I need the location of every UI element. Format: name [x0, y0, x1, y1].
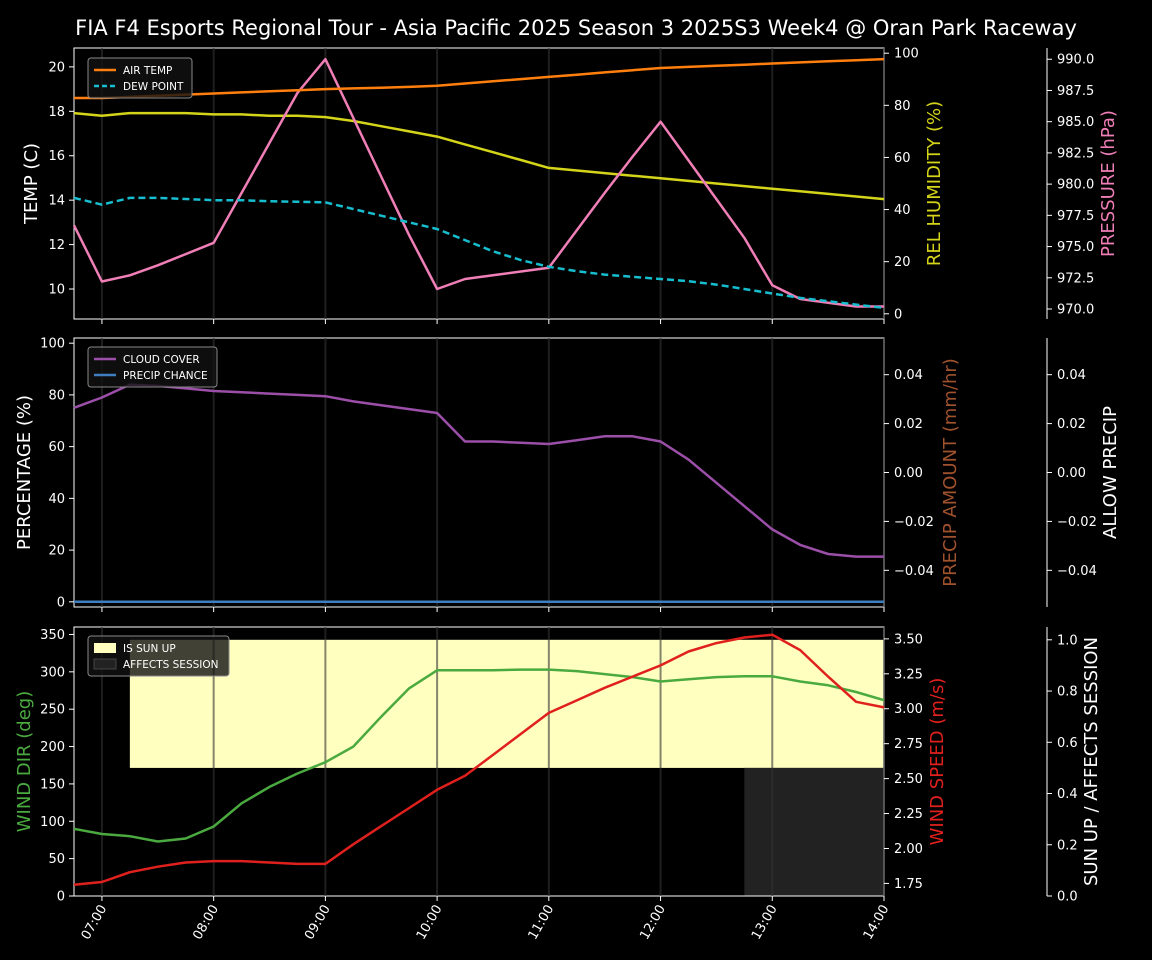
wind-dir-axis-tick-label-3: 150 — [40, 777, 65, 792]
precip-amount-axis-tick-label-1: −0.02 — [894, 515, 934, 530]
humidity-axis-label: REL HUMIDITY (%) — [924, 101, 945, 266]
precip-amount-axis-label: PRECIP AMOUNT (mm/hr) — [940, 358, 961, 587]
precip-amount-axis-tick-label-0: −0.04 — [894, 564, 934, 579]
pressure-axis-tick-label-6: 985.0 — [1057, 115, 1094, 130]
wind-dir-line — [73, 668, 885, 843]
panel-2-legend-swatch-1 — [93, 658, 117, 670]
allow-precip-axis-label: ALLOW PRECIP — [1100, 406, 1121, 539]
precip-amount-axis-tick-label-3: 0.02 — [894, 417, 923, 432]
percentage-axis-tick-label-0: 0 — [57, 595, 65, 610]
pressure-axis-tick-label-2: 975.0 — [1057, 240, 1094, 255]
wind-speed-axis-tick-label-7: 3.50 — [894, 632, 923, 647]
pressure-axis-label: PRESSURE (hPa) — [1098, 110, 1119, 257]
pressure-axis-tick-label-4: 980.0 — [1057, 178, 1094, 193]
wind-speed-line — [73, 633, 885, 887]
sun-up-band — [129, 639, 885, 768]
pressure-line — [72, 57, 884, 308]
wind-dir-axis-tick-label-4: 200 — [40, 740, 65, 755]
temp-axis-tick-label-2: 14 — [48, 194, 65, 209]
percentage-axis-tick-label-2: 40 — [48, 492, 65, 507]
sun-axis-tick-label-4: 0.8 — [1057, 685, 1078, 700]
temp-axis-label: TEMP (C) — [21, 143, 42, 225]
pressure-axis-tick-label-8: 990.0 — [1057, 53, 1094, 68]
panel-0-legend-label-0: AIR TEMP — [123, 65, 172, 77]
humidity-axis-tick-label-2: 40 — [894, 203, 911, 218]
panel-0-legend-label-1: DEW POINT — [123, 81, 184, 93]
panel-2-legend-label-0: IS SUN UP — [123, 643, 176, 655]
sun-axis-tick-label-5: 1.0 — [1057, 633, 1078, 648]
temp-axis-tick-label-0: 10 — [48, 283, 65, 298]
pressure-axis-tick-label-5: 982.5 — [1057, 146, 1094, 161]
panel-1-legend-label-1: PRECIP CHANCE — [123, 370, 208, 382]
humidity-axis-tick-label-3: 60 — [894, 151, 911, 166]
precip-amount-axis-tick-label-2: 0.00 — [894, 466, 923, 481]
allow-precip-axis-tick-label-2: 0.00 — [1057, 466, 1086, 481]
affects-session-band — [744, 767, 884, 896]
pressure-axis-tick-label-1: 972.5 — [1057, 271, 1094, 286]
panel-1-legend-label-0: CLOUD COVER — [123, 354, 200, 366]
wind-speed-axis-tick-label-6: 3.25 — [894, 667, 923, 682]
wind-dir-axis-tick-label-7: 350 — [40, 628, 65, 643]
allow-precip-axis-tick-label-4: 0.04 — [1057, 368, 1086, 383]
wind-speed-axis-label: WIND SPEED (m/s) — [927, 678, 948, 846]
wind-speed-axis-tick-label-0: 1.75 — [894, 877, 923, 892]
sun-axis-tick-label-3: 0.6 — [1057, 736, 1078, 751]
wind-speed-axis-tick-label-1: 2.00 — [894, 842, 923, 857]
percentage-axis-tick-label-5: 100 — [40, 337, 65, 352]
panel-2-legend-box — [87, 635, 230, 677]
chart-title: FIA F4 Esports Regional Tour - Asia Paci… — [75, 16, 1077, 40]
wind-speed-axis-tick-label-5: 3.00 — [894, 702, 923, 717]
sun-axis-tick-label-1: 0.2 — [1057, 838, 1078, 853]
percentage-axis-tick-label-3: 60 — [48, 440, 65, 455]
allow-precip-axis-tick-label-3: 0.02 — [1057, 417, 1086, 432]
sun-axis-label: SUN UP / AFFECTS SESSION — [1081, 637, 1102, 886]
air-temp-line — [74, 57, 885, 100]
humidity-axis-tick-label-0: 0 — [894, 307, 902, 322]
wind-speed-axis-tick-label-3: 2.50 — [894, 772, 923, 787]
precip-amount-axis-tick-label-4: 0.04 — [894, 368, 923, 383]
wind-dir-axis-tick-label-6: 300 — [40, 665, 65, 680]
humidity-axis-tick-label-4: 80 — [894, 99, 911, 114]
percentage-axis-tick-label-1: 20 — [48, 544, 65, 559]
temp-axis-tick-label-1: 12 — [48, 238, 65, 253]
humidity-line — [73, 111, 885, 201]
pressure-axis-tick-label-7: 987.5 — [1057, 84, 1094, 99]
panel-2-legend-label-1: AFFECTS SESSION — [123, 659, 219, 671]
percentage-axis-label: PERCENTAGE (%) — [14, 395, 35, 550]
temp-axis-tick-label-3: 16 — [48, 149, 65, 164]
wind-dir-axis-tick-label-2: 100 — [40, 815, 65, 830]
wind-speed-axis-tick-label-4: 2.75 — [894, 737, 923, 752]
pressure-axis-tick-label-0: 970.0 — [1057, 303, 1094, 318]
wind-dir-axis-tick-label-1: 50 — [48, 852, 65, 867]
cloud-cover-line — [73, 383, 884, 558]
panel-1-legend-box — [87, 346, 218, 388]
percentage-axis-tick-label-4: 80 — [48, 388, 65, 403]
humidity-axis-tick-label-5: 100 — [894, 47, 919, 62]
allow-precip-axis-tick-label-1: −0.02 — [1057, 515, 1097, 530]
pressure-axis-tick-label-3: 977.5 — [1057, 209, 1094, 224]
wind-speed-axis-tick-label-2: 2.25 — [894, 807, 923, 822]
panel-2-legend-swatch-0 — [94, 643, 116, 653]
temp-axis-tick-label-5: 20 — [48, 60, 65, 75]
wind-dir-axis-tick-label-5: 250 — [40, 703, 65, 718]
sun-axis-tick-label-0: 0.0 — [1057, 890, 1078, 905]
wind-dir-axis-label: WIND DIR (deg) — [14, 691, 35, 833]
temp-axis-tick-label-4: 18 — [48, 105, 65, 120]
humidity-axis-tick-label-1: 20 — [894, 255, 911, 270]
sun-axis-tick-label-2: 0.4 — [1057, 787, 1078, 802]
allow-precip-axis-tick-label-0: −0.04 — [1057, 564, 1097, 579]
wind-dir-axis-tick-label-0: 0 — [57, 890, 65, 905]
dew-point-line — [73, 196, 885, 310]
panel-0-legend-box — [87, 57, 193, 99]
